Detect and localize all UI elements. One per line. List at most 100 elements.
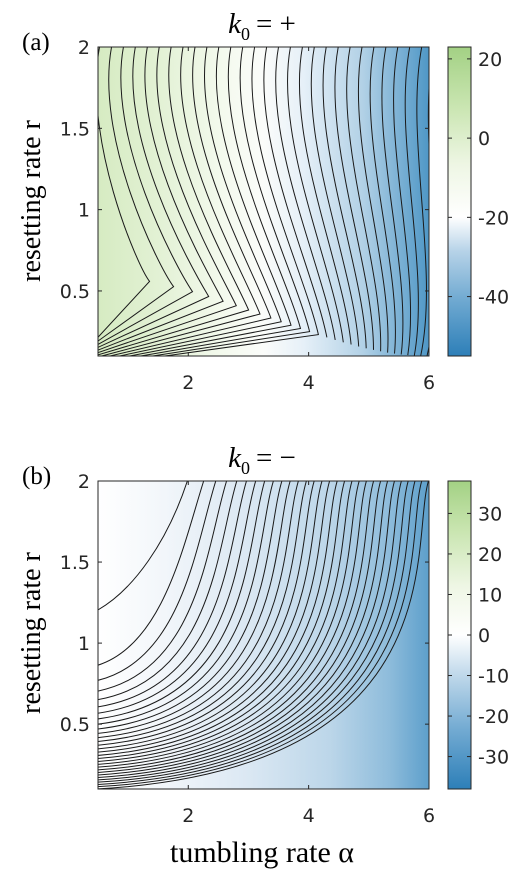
contour-line bbox=[98, 481, 338, 756]
contour-line bbox=[98, 481, 217, 681]
contour-line bbox=[298, 47, 352, 345]
colorbar-tick-label: -10 bbox=[478, 666, 509, 688]
panel-b-ticks: 2 4 6 0.5 1 1.5 2 bbox=[60, 471, 435, 827]
contour-line bbox=[98, 47, 237, 354]
contour-line bbox=[98, 481, 238, 701]
panel-b-title: k0 = − bbox=[228, 442, 296, 478]
panel-b-label: (b) bbox=[22, 463, 51, 490]
colorbar-tick-label: -20 bbox=[478, 706, 509, 728]
y-tick-label: 1 bbox=[78, 200, 90, 222]
contour-line bbox=[117, 47, 282, 356]
contour-line bbox=[322, 47, 367, 349]
contour-line bbox=[98, 481, 409, 783]
contour-line bbox=[98, 481, 257, 714]
colorbar-tick-label: 30 bbox=[478, 503, 502, 525]
contour-line bbox=[98, 481, 331, 753]
contour-line bbox=[98, 481, 266, 720]
contour-line bbox=[126, 47, 292, 356]
colorbar-tick-label: -20 bbox=[478, 207, 509, 229]
contour-line bbox=[275, 47, 336, 340]
contour-line bbox=[99, 47, 261, 356]
panel-a-axes-frame bbox=[97, 46, 430, 357]
panel-a-colorbar bbox=[447, 46, 472, 357]
contour-line bbox=[98, 481, 307, 742]
panel-b-xlabel: tumbling rate α bbox=[170, 836, 354, 869]
contour-line bbox=[149, 47, 311, 356]
colorbar-tick-label: 0 bbox=[478, 625, 490, 647]
contour-line bbox=[346, 47, 382, 352]
contour-line bbox=[310, 47, 360, 347]
panel-b-ylabel: resetting rate r bbox=[16, 551, 47, 713]
contour-line bbox=[98, 481, 291, 734]
contour-line bbox=[98, 47, 175, 342]
contour-line bbox=[98, 481, 396, 778]
contour-line bbox=[98, 481, 367, 768]
contour-line bbox=[416, 47, 427, 356]
contour-line bbox=[98, 481, 389, 776]
x-tick-label: 6 bbox=[423, 805, 435, 827]
contour-line bbox=[98, 481, 360, 765]
contour-line bbox=[98, 481, 315, 746]
contour-line bbox=[98, 481, 346, 760]
panel-b-axes-frame bbox=[97, 480, 430, 790]
y-tick-label: 2 bbox=[78, 471, 90, 493]
colorbar-tick-label: 0 bbox=[478, 128, 490, 150]
panel-a: (a) k0 = + 2 4 6 0.5 1 1.5 2 resetting rate r 2… bbox=[16, 8, 509, 394]
contour-line bbox=[98, 481, 375, 771]
panel-a-contour-lines bbox=[98, 47, 429, 356]
y-tick-label: 0.5 bbox=[60, 281, 90, 303]
contour-line bbox=[98, 481, 283, 730]
contour-line bbox=[357, 47, 389, 353]
panel-a-label: (a) bbox=[22, 29, 50, 56]
x-tick-label: 4 bbox=[303, 372, 315, 394]
contour-line bbox=[98, 481, 228, 692]
contour-line bbox=[98, 481, 429, 789]
contour-line bbox=[98, 481, 205, 666]
y-tick-label: 1.5 bbox=[60, 552, 90, 574]
contour-line bbox=[369, 47, 396, 354]
colorbar-tick-label: -30 bbox=[478, 747, 509, 769]
panel-a-colorbar-ticks: 20 0 -20 -40 bbox=[448, 49, 509, 309]
contour-line bbox=[404, 47, 419, 356]
contour-line bbox=[263, 47, 328, 338]
x-tick-label: 4 bbox=[303, 805, 315, 827]
contour-line bbox=[98, 47, 250, 356]
contour-line bbox=[287, 47, 344, 343]
x-tick-label: 6 bbox=[423, 372, 435, 394]
contour-line bbox=[98, 481, 402, 781]
panel-b: (b) k0 = − 2 4 6 0.5 1 1.5 2 resetting rate r t… bbox=[16, 442, 509, 869]
x-tick-label: 2 bbox=[182, 805, 194, 827]
contour-line bbox=[107, 47, 272, 356]
contour-line bbox=[98, 47, 194, 345]
contour-line bbox=[98, 481, 188, 611]
contour-line bbox=[334, 47, 375, 350]
panel-b-colorbar-ticks: 30 20 10 0 -10 -20 -30 bbox=[448, 503, 509, 769]
y-tick-label: 1.5 bbox=[60, 118, 90, 140]
panel-a-heatmap-field bbox=[98, 47, 429, 356]
colorbar-tick-label: -40 bbox=[478, 287, 509, 309]
contour-line bbox=[98, 481, 353, 762]
contour-line bbox=[98, 481, 274, 725]
contour-line bbox=[98, 47, 151, 338]
colorbar-tick-label: 10 bbox=[478, 584, 502, 606]
contour-line bbox=[98, 481, 382, 773]
colorbar-tick-label: 20 bbox=[478, 49, 502, 71]
contour-line bbox=[98, 481, 299, 739]
panel-b-contour-lines bbox=[98, 481, 429, 789]
contour-line bbox=[98, 481, 248, 708]
panel-a-ylabel: resetting rate r bbox=[16, 119, 47, 281]
contour-line bbox=[98, 47, 210, 348]
contour-line bbox=[137, 47, 302, 356]
panel-a-ticks: 2 4 6 0.5 1 1.5 2 bbox=[60, 37, 435, 394]
panel-a-title: k0 = + bbox=[228, 8, 296, 44]
x-tick-label: 2 bbox=[182, 372, 194, 394]
y-tick-label: 1 bbox=[78, 633, 90, 655]
contour-line bbox=[393, 47, 412, 356]
contour-line bbox=[161, 47, 320, 356]
y-tick-label: 2 bbox=[78, 37, 90, 59]
contour-line bbox=[98, 481, 423, 788]
contour-line bbox=[381, 47, 404, 355]
contour-line bbox=[98, 481, 416, 785]
contour-line bbox=[98, 47, 224, 351]
colorbar-tick-label: 20 bbox=[478, 544, 502, 566]
